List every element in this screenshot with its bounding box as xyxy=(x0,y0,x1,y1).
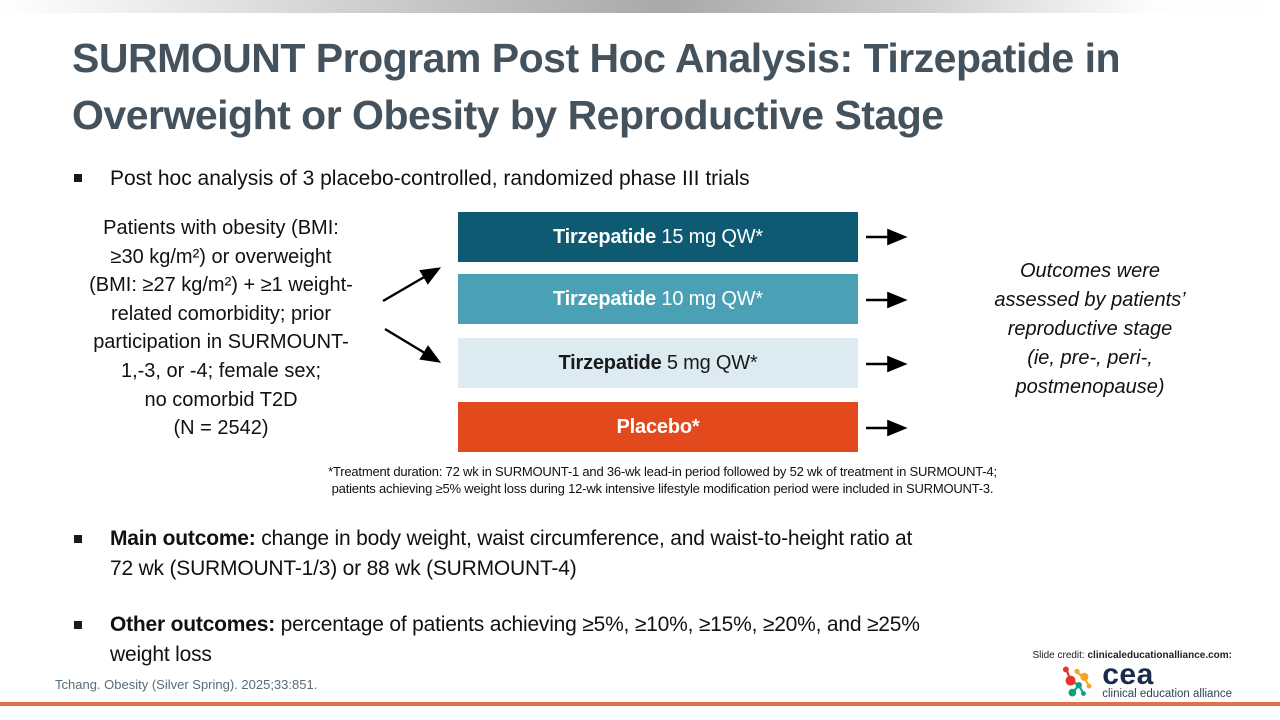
other-outcomes-label: Other outcomes: xyxy=(110,613,276,636)
other-outcomes-body: percentage of patients achieving ≥5%, ≥1… xyxy=(110,613,920,666)
arm-tirzepatide-15: Tirzepatide 15 mg QW* xyxy=(458,212,858,262)
slide-title: SURMOUNT Program Post Hoc Analysis: Tirz… xyxy=(72,35,1121,138)
cea-logo: cea clinical education alliance xyxy=(1058,658,1232,701)
main-outcome-text: Main outcome: change in body weight, wai… xyxy=(110,524,912,584)
main-outcome-bullet: Main outcome: change in body weight, wai… xyxy=(74,524,1194,584)
bullet-square-icon xyxy=(74,621,82,629)
slide-credit: Slide credit: clinicaleducationalliance.… xyxy=(1032,650,1232,661)
arm-dose: 10 mg QW* xyxy=(656,287,763,310)
arm-tirzepatide-10: Tirzepatide 10 mg QW* xyxy=(458,274,858,324)
arm-dose: 5 mg QW* xyxy=(661,351,758,374)
other-outcomes-bullet: Other outcomes: percentage of patients a… xyxy=(74,610,1194,670)
arm-drug-name: Placebo* xyxy=(616,415,700,438)
bullet-square-icon xyxy=(74,535,82,543)
cea-logo-text: cea xyxy=(1102,658,1154,691)
cea-logo-tagline: clinical education alliance xyxy=(1102,688,1232,700)
footer-accent-line xyxy=(0,702,1280,706)
cea-logo-text-block: cea clinical education alliance xyxy=(1102,658,1232,701)
outcome-note: Outcomes were assessed by patients’ repr… xyxy=(994,260,1186,398)
slide-credit-source: clinicaleducationalliance.com: xyxy=(1087,650,1233,661)
citation: Tchang. Obesity (Silver Spring). 2025;33… xyxy=(55,677,318,692)
arm-drug-name: Tirzepatide xyxy=(553,287,657,310)
population-description: Patients with obesity (BMI: ≥30 kg/m²) o… xyxy=(89,217,353,440)
other-outcomes-text: Other outcomes: percentage of patients a… xyxy=(110,610,920,670)
arm-drug-name: Tirzepatide xyxy=(553,225,657,248)
main-outcome-label: Main outcome: xyxy=(110,527,256,550)
arm-dose: 15 mg QW* xyxy=(656,225,763,248)
arm-drug-name: Tirzepatide xyxy=(558,351,662,374)
split-arrow-up xyxy=(382,267,442,303)
intro-bullet-text: Post hoc analysis of 3 placebo-controlle… xyxy=(110,167,750,190)
cea-molecule-icon xyxy=(1063,666,1092,697)
slide-credit-label: Slide credit: xyxy=(1032,650,1088,661)
treatment-footnote: *Treatment duration: 72 wk in SURMOUNT-1… xyxy=(328,464,997,496)
intro-bullet: Post hoc analysis of 3 placebo-controlle… xyxy=(74,164,1194,193)
split-arrow-down xyxy=(384,327,442,363)
arm-tirzepatide-5: Tirzepatide 5 mg QW* xyxy=(458,338,858,388)
bullet-square-icon xyxy=(74,174,82,182)
main-outcome-body: change in body weight, waist circumferen… xyxy=(110,527,913,580)
arm-placebo: Placebo* xyxy=(458,402,858,452)
top-gradient-strip xyxy=(0,0,1280,13)
